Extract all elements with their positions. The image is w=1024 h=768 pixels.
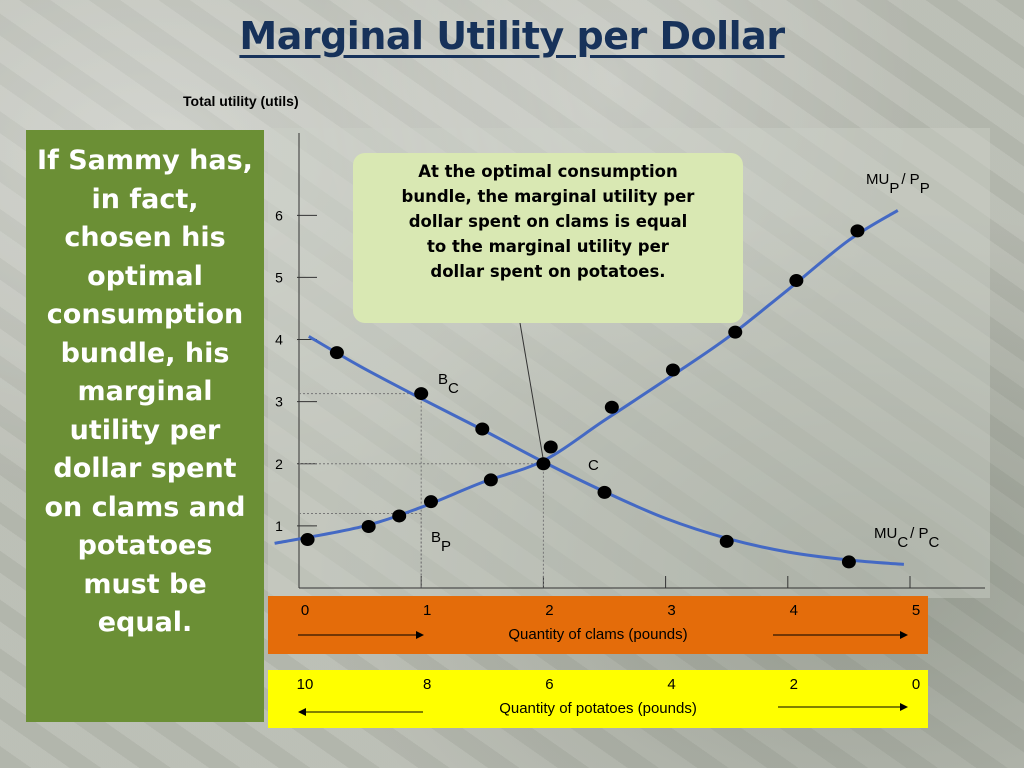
annotation-c: C [588,457,599,474]
data-point-potatoes [483,473,498,487]
potatoes-tick-label: 6 [545,676,554,693]
potatoes-tick-label: 2 [789,676,798,693]
clams-tick-label: 2 [545,602,554,619]
data-point-clams [475,422,490,436]
clams-arrow-left-head [416,631,424,639]
data-point-clams [414,387,429,401]
data-point-potatoes [543,440,558,454]
callout-box: At the optimal consumption bundle, the m… [353,153,743,323]
potatoes-tick-label: 4 [667,676,676,693]
callout-pointer-line [519,322,545,464]
y-axis-label: Total utility (utils) [183,93,299,109]
potatoes-tick-label: 8 [423,676,432,693]
data-point-clams [329,346,344,360]
data-point-clams [597,485,612,499]
data-point-potatoes [850,224,865,238]
data-point-potatoes [728,325,743,339]
chart-svg: Total utility (utils) 1 2 3 4 5 6 MUP/ PP MUC/ … [183,93,985,589]
data-point-potatoes [665,363,680,377]
y-tick-label: 2 [275,456,283,472]
potatoes-axis-band: 10 8 6 4 2 0 Quantity of potatoes (pounds) [268,670,928,728]
y-tick-label: 3 [275,394,283,410]
potatoes-tick-label: 10 [296,676,314,693]
potatoes-arrow-right-head [900,703,908,711]
page-title: Marginal Utility per Dollar [239,14,785,58]
clams-axis-label: Quantity of clams (pounds) [508,626,688,643]
potatoes-arrow-left-head [298,708,306,716]
clams-tick-label: 5 [911,602,921,619]
y-tick-label: 6 [275,207,283,223]
data-point-clams [841,555,856,569]
potatoes-tick-label: 0 [911,676,921,693]
clams-tick-label: 1 [423,602,432,619]
clams-arrows [298,631,908,639]
data-point-potatoes [392,509,407,523]
data-point-potatoes [604,400,619,414]
side-text-panel: If Sammy has, in fact, chosen his optima… [26,130,264,722]
data-point-potatoes [423,495,438,509]
y-tick-label: 5 [275,269,283,285]
curve-label-potatoes: MUP/ PP [866,171,930,197]
data-point-potatoes [789,274,804,288]
clams-tick-label: 4 [789,602,798,619]
data-point-clams [719,534,734,548]
clams-tick-label: 0 [300,602,310,619]
potatoes-arrows [298,703,908,716]
annotation-bp: BP [431,529,451,555]
data-point-potatoes [361,520,376,534]
y-tick-label: 1 [275,518,283,534]
annotation-bc: BC [438,371,459,397]
data-point-clams [536,457,551,471]
data-point-potatoes [300,533,315,547]
curve-label-clams: MUC/ PC [874,525,940,551]
potatoes-axis-label: Quantity of potatoes (pounds) [499,700,697,717]
clams-arrow-right-head [900,631,908,639]
clams-tick-label: 3 [667,602,676,619]
clams-axis-band: 0 1 2 3 4 5 Quantity of clams (pounds) [268,596,928,654]
series-curve-clams [308,335,905,566]
y-tick-label: 4 [275,332,283,348]
